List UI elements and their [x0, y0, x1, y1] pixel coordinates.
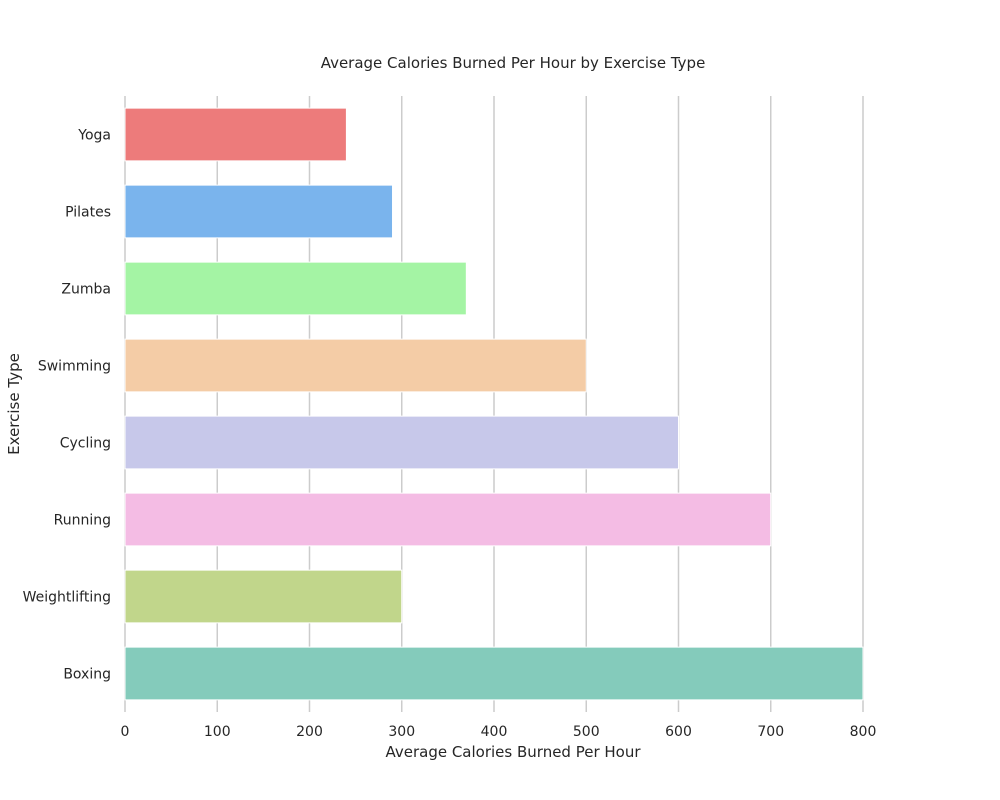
y-tick-labels: Yoga Pilates Zumba Swimming Cycling Running We… [23, 128, 111, 683]
y-tick-label-zumba: Zumba [61, 282, 111, 298]
bar-cycling [124, 415, 679, 470]
bars [124, 107, 864, 701]
bar-pilates [124, 184, 394, 239]
x-tick-labels: 0 100 200 300 400 500 600 700 800 [121, 724, 877, 740]
y-tick-label-pilates: Pilates [65, 205, 111, 221]
bar-yoga [124, 107, 347, 162]
y-tick-label-cycling: Cycling [60, 436, 111, 452]
x-tick-label-100: 100 [204, 724, 231, 740]
chart-title: Average Calories Burned Per Hour by Exer… [321, 54, 706, 72]
x-tick-label-700: 700 [757, 724, 784, 740]
x-axis-label: Average Calories Burned Per Hour [385, 743, 641, 761]
bar-boxing [124, 646, 864, 701]
y-axis-label: Exercise Type [5, 353, 23, 455]
x-tick-label-600: 600 [665, 724, 692, 740]
bar-swimming [124, 338, 587, 393]
x-tick-label-300: 300 [388, 724, 415, 740]
y-tick-label-boxing: Boxing [63, 667, 111, 683]
x-tick-label-200: 200 [296, 724, 323, 740]
x-tick-label-800: 800 [850, 724, 877, 740]
x-tick-label-400: 400 [481, 724, 508, 740]
y-tick-label-yoga: Yoga [77, 128, 111, 144]
x-tick-label-500: 500 [573, 724, 600, 740]
y-tick-label-weightlifting: Weightlifting [23, 590, 111, 606]
y-tick-label-swimming: Swimming [38, 359, 111, 375]
bar-zumba [124, 261, 467, 316]
y-tick-label-running: Running [54, 513, 111, 529]
x-tick-label-0: 0 [121, 724, 130, 740]
bar-weightlifting [124, 569, 403, 624]
bar-running [124, 492, 772, 547]
